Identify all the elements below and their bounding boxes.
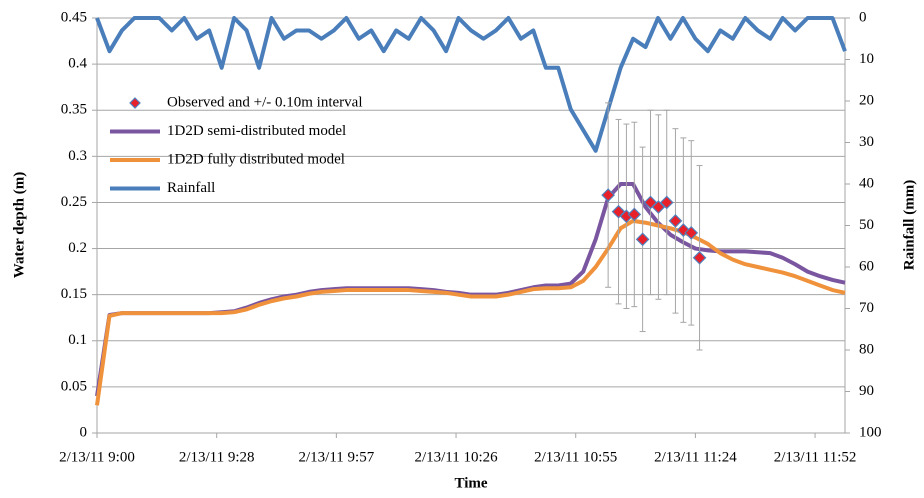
- y-tick-label: 0.3: [68, 148, 87, 164]
- x-tick-label: 2/13/11 11:24: [654, 449, 737, 465]
- y2-tick-label: 50: [859, 217, 874, 233]
- y2-tick-label: 20: [859, 92, 874, 108]
- legend-label: 1D2D semi-distributed model: [167, 123, 346, 139]
- x-tick-label: 2/13/11 9:00: [59, 449, 135, 465]
- x-axis-title: Time: [454, 475, 487, 491]
- observed-point: [601, 188, 615, 202]
- legend-label: Rainfall: [167, 180, 215, 196]
- y2-tick-label: 70: [859, 300, 874, 316]
- y2-tick-label: 30: [859, 134, 874, 150]
- y-tick-label: 0: [80, 424, 88, 440]
- observed-point: [668, 214, 683, 228]
- observed-point: [627, 207, 642, 222]
- y-tick-label: 0.35: [61, 102, 87, 118]
- legend-marker: [129, 97, 141, 109]
- y-tick-label: 0.4: [68, 56, 87, 72]
- legend-label: Observed and +/- 0.10m interval: [167, 94, 363, 110]
- series-line: [95, 182, 846, 397]
- observed-point: [692, 250, 707, 265]
- y2-tick-label: 80: [859, 341, 874, 357]
- observed-point: [684, 226, 699, 240]
- y2-tick-label: 100: [859, 424, 882, 440]
- y2-tick-label: 60: [859, 258, 874, 274]
- y2-axis-title: Rainfall (mm): [901, 180, 917, 270]
- y-tick-label: 0.15: [61, 286, 87, 302]
- x-tick-label: 2/13/11 9:57: [299, 449, 375, 465]
- series-line: [95, 218, 846, 406]
- legend-label: 1D2D fully distributed model: [167, 151, 345, 167]
- series-line: [95, 16, 847, 153]
- y2-tick-label: 10: [859, 51, 874, 67]
- observed-point: [611, 204, 626, 219]
- y2-tick-label: 0: [859, 9, 867, 25]
- y-tick-label: 0.25: [61, 194, 87, 210]
- y-tick-label: 0.1: [68, 332, 87, 348]
- y-axis-title: Water depth (m): [11, 172, 27, 278]
- x-tick-label: 2/13/11 10:26: [414, 449, 498, 465]
- y-tick-label: 0.05: [61, 378, 87, 394]
- observed-point: [635, 232, 650, 247]
- x-tick-label: 2/13/11 11:52: [774, 449, 857, 465]
- y-tick-label: 0.45: [61, 9, 87, 25]
- y2-tick-label: 90: [859, 383, 874, 399]
- y-tick-label: 0.2: [68, 240, 87, 256]
- observed-point: [659, 195, 674, 210]
- x-tick-label: 2/13/11 10:55: [534, 449, 617, 465]
- y2-tick-label: 40: [859, 175, 874, 191]
- observed-point: [651, 200, 666, 214]
- x-tick-label: 2/13/11 9:28: [179, 449, 255, 465]
